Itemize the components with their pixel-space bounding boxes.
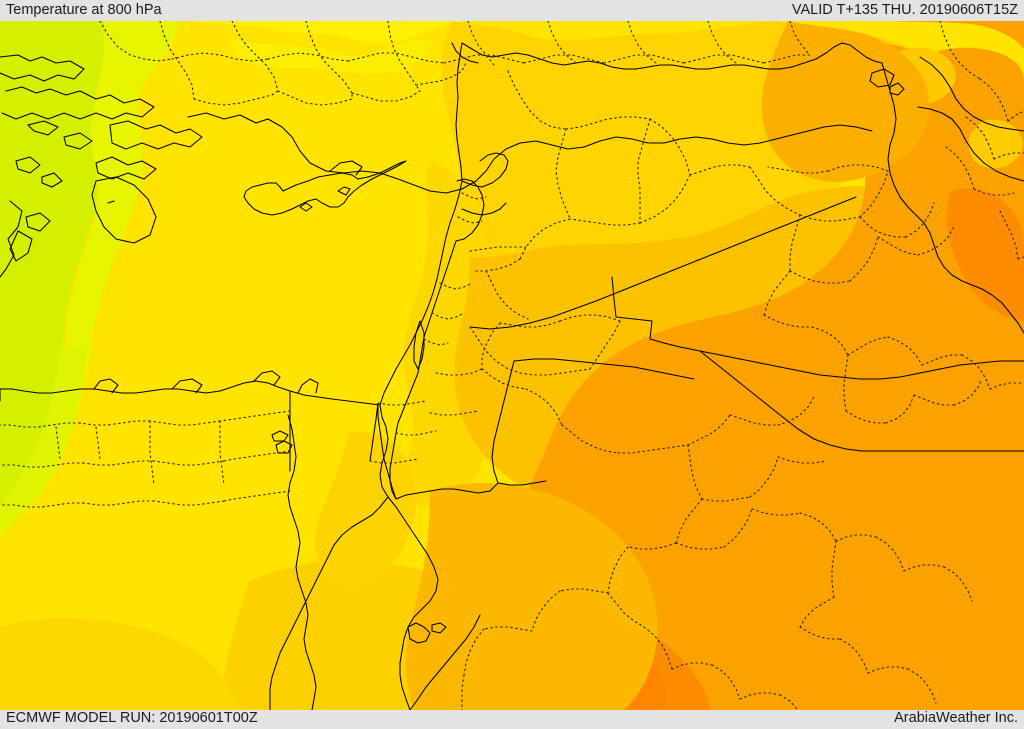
contour-yellow-green-transition — [0, 21, 178, 537]
national-border-layer — [0, 42, 1024, 500]
province-border-layer — [0, 21, 1024, 710]
contour-deep-orange-zagros — [946, 188, 1024, 321]
temperature-map-canvas[interactable] — [0, 21, 1024, 710]
model-run-label: ECMWF MODEL RUN: 20190601T00Z — [6, 710, 258, 726]
footer-bar: ECMWF MODEL RUN: 20190601T00Z ArabiaWeat… — [0, 710, 1024, 729]
temperature-field-svg — [0, 21, 1024, 710]
brand-label: ArabiaWeather Inc. — [894, 710, 1018, 726]
contour-gold-sinai — [315, 431, 416, 587]
contour-pale-yellow-anatolia — [186, 21, 464, 44]
contour-orange-ne-iran — [896, 21, 1024, 49]
contour-gold-egypt-south — [0, 618, 240, 710]
contour-pale-yellow-patch-b — [230, 39, 432, 74]
contour-green-yellow-aegean — [0, 21, 120, 523]
contour-orange-se-turkey — [761, 21, 930, 182]
page-title: Temperature at 800 hPa — [6, 2, 162, 18]
coastline-layer — [0, 42, 1024, 710]
contour-amber-hejaz — [406, 483, 658, 710]
contour-yellow-green-sea-patch — [0, 347, 88, 531]
valid-time-label: VALID T+135 THU. 20190606T15Z — [791, 2, 1018, 18]
header-bar: Temperature at 800 hPa VALID T+135 THU. … — [0, 0, 1024, 21]
